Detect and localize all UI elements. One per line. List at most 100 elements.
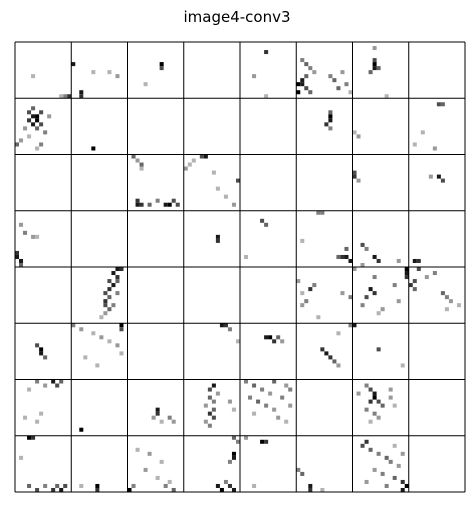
feature-map-tile-r1-c1: [71, 98, 128, 155]
activation-cell: [43, 355, 48, 360]
feature-map-tile-r0-c7: [408, 42, 465, 99]
activation-cell: [404, 271, 409, 276]
activation-cell: [171, 198, 176, 203]
activation-cell: [296, 82, 301, 87]
activation-cell: [167, 415, 172, 420]
activation-cell: [384, 483, 389, 488]
feature-map-tile-r1-c7: [408, 98, 465, 155]
activation-cell: [264, 335, 269, 340]
activation-cell: [163, 202, 168, 207]
activation-cell: [376, 399, 381, 404]
feature-map-tile-r3-c1: [71, 210, 128, 267]
activation-cell: [412, 258, 417, 263]
activation-cell: [191, 158, 196, 163]
activation-cell: [103, 291, 108, 296]
activation-cell: [364, 407, 369, 412]
activation-cell: [151, 415, 156, 420]
activation-cell: [348, 295, 353, 300]
activation-cell: [304, 299, 309, 304]
activation-cell: [167, 202, 172, 207]
activation-cell: [15, 254, 20, 259]
activation-cell: [59, 487, 64, 492]
activation-cell: [35, 379, 40, 384]
feature-map-tile-r1-c2: [127, 98, 184, 155]
activation-cell: [352, 323, 357, 328]
activation-cell: [352, 130, 357, 135]
activation-cell: [376, 451, 381, 456]
feature-map-tile-r0-c3: [183, 42, 240, 99]
feature-map-tile-r4-c3: [183, 267, 240, 324]
activation-cell: [91, 331, 96, 336]
activation-cell: [396, 299, 401, 304]
activation-cell: [35, 487, 40, 492]
activation-cell: [159, 459, 164, 464]
activation-cell: [252, 74, 257, 79]
activation-cell: [79, 90, 84, 95]
activation-cell: [444, 307, 449, 312]
activation-cell: [308, 487, 313, 492]
activation-cell: [119, 351, 124, 356]
activation-cell: [436, 174, 441, 179]
feature-map-tile-r4-c2: [127, 267, 184, 324]
activation-cell: [55, 483, 60, 488]
activation-cell: [171, 487, 176, 492]
activation-cell: [364, 295, 369, 300]
activation-cell: [19, 222, 24, 227]
feature-map-tile-r2-c3: [183, 154, 240, 211]
activation-cell: [368, 419, 373, 424]
activation-cell: [300, 78, 305, 83]
activation-cell: [372, 66, 377, 71]
activation-cell: [147, 451, 152, 456]
activation-cell: [31, 74, 36, 79]
activation-cell: [147, 202, 152, 207]
activation-cell: [19, 455, 24, 460]
activation-cell: [264, 403, 269, 408]
activation-cell: [31, 234, 36, 239]
feature-map-tile-r7-c5: [296, 435, 353, 492]
activation-cell: [328, 355, 333, 360]
activation-cell: [300, 58, 305, 63]
activation-cell: [39, 110, 44, 115]
feature-map-tile-r7-c1: [71, 435, 128, 492]
activation-cell: [51, 379, 56, 384]
feature-map-tile-r5-c1: [71, 323, 128, 380]
feature-map-tile-r6-c1: [71, 379, 128, 436]
activation-cell: [95, 363, 100, 368]
activation-cell: [39, 411, 44, 416]
activation-cell: [23, 230, 28, 235]
activation-cell: [47, 114, 52, 119]
activation-cell: [392, 403, 397, 408]
activation-cell: [260, 218, 265, 223]
activation-cell: [91, 146, 96, 151]
activation-cell: [27, 134, 32, 139]
activation-cell: [135, 202, 140, 207]
activation-cell: [155, 198, 160, 203]
activation-cell: [155, 475, 160, 480]
activation-cell: [207, 423, 212, 428]
activation-cell: [368, 447, 373, 452]
activation-cell: [428, 174, 433, 179]
activation-cell: [360, 242, 365, 247]
activation-cell: [448, 299, 453, 304]
activation-cell: [372, 254, 377, 259]
activation-cell: [440, 102, 445, 107]
activation-cell: [372, 62, 377, 67]
activation-cell: [15, 250, 20, 255]
activation-cell: [31, 435, 36, 440]
activation-cell: [340, 254, 345, 259]
activation-cell: [227, 459, 232, 464]
feature-map-tile-r2-c6: [352, 154, 409, 211]
activation-cell: [304, 74, 309, 79]
activation-cell: [131, 483, 136, 488]
activation-cell: [107, 339, 112, 344]
activation-cell: [404, 483, 409, 488]
activation-cell: [300, 82, 305, 87]
activation-cell: [155, 411, 160, 416]
activation-cell: [235, 178, 240, 183]
activation-cell: [135, 447, 140, 452]
activation-cell: [127, 487, 132, 492]
activation-cell: [111, 303, 116, 308]
activation-cell: [308, 66, 313, 71]
activation-cell: [252, 411, 257, 416]
activation-cell: [115, 275, 120, 280]
